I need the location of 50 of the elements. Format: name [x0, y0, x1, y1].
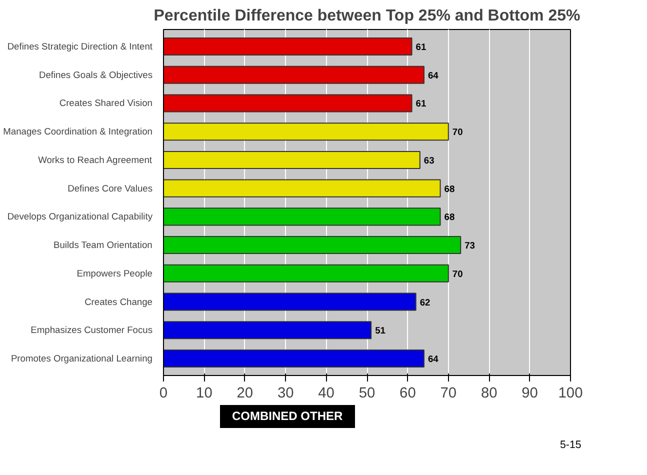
data-label: 70: [452, 127, 463, 138]
bar: [164, 349, 424, 368]
data-label: 64: [428, 354, 440, 364]
text: COMBINED OTHER: [232, 408, 343, 425]
bar: [164, 236, 462, 254]
data-label: 61: [416, 42, 426, 52]
x-tick-label: 50: [358, 386, 376, 402]
text: 5-15: [560, 438, 582, 454]
chart-title: Percentile Difference between Top 25% and Bottom 25%: [154, 8, 580, 24]
bar: [164, 66, 424, 84]
x-tick-label: 100: [558, 386, 583, 402]
data-label: 64: [428, 70, 440, 80]
y-tick-label: Empowers People: [76, 268, 153, 278]
x-tick-label: 30: [277, 386, 294, 402]
x-tick-label: 60: [400, 386, 416, 402]
y-tick-label: Promotes Organizational Learning: [10, 353, 153, 364]
data-label: 61: [416, 98, 426, 109]
bar: [164, 179, 441, 198]
bar: [164, 150, 420, 169]
y-tick-label: Creates Change: [84, 296, 153, 307]
x-tick-label: 80: [480, 386, 498, 402]
y-tick-label: Builds Team Orientation: [53, 240, 152, 250]
x-tick-label: 90: [522, 386, 538, 402]
y-tick-label: Defines Strategic Direction & Intent: [7, 42, 153, 52]
x-tick-label: 0: [159, 386, 168, 402]
data-label: 63: [424, 155, 434, 166]
bar: [164, 208, 441, 226]
bar: [164, 321, 372, 340]
y-tick-label: Defines Goals & Objectives: [38, 70, 153, 80]
y-tick-label: Develops Organizational Capability: [7, 212, 153, 222]
data-label: 70: [452, 268, 463, 279]
bar: [164, 94, 412, 112]
y-tick-label: Emphasizes Customer Focus: [30, 325, 153, 336]
y-tick-label: Works to Reach Agreement: [38, 154, 152, 165]
bar: [164, 38, 412, 56]
bar: [164, 122, 449, 141]
data-label: 68: [444, 212, 455, 222]
data-label: 73: [464, 240, 475, 251]
data-label: 68: [444, 184, 455, 194]
bar: [164, 264, 449, 282]
x-tick-label: 40: [318, 386, 334, 402]
x-tick-label: 70: [440, 386, 457, 402]
data-label: 51: [375, 326, 386, 336]
x-tick-label: 10: [196, 386, 212, 402]
data-label: 62: [420, 297, 430, 308]
y-tick-label: Manages Coordination & Integration: [3, 126, 153, 137]
y-tick-label: Defines Core Values: [68, 183, 153, 194]
bar: [164, 292, 416, 311]
x-tick-label: 20: [236, 386, 254, 402]
y-tick-label: Creates Shared Vision: [59, 98, 153, 108]
